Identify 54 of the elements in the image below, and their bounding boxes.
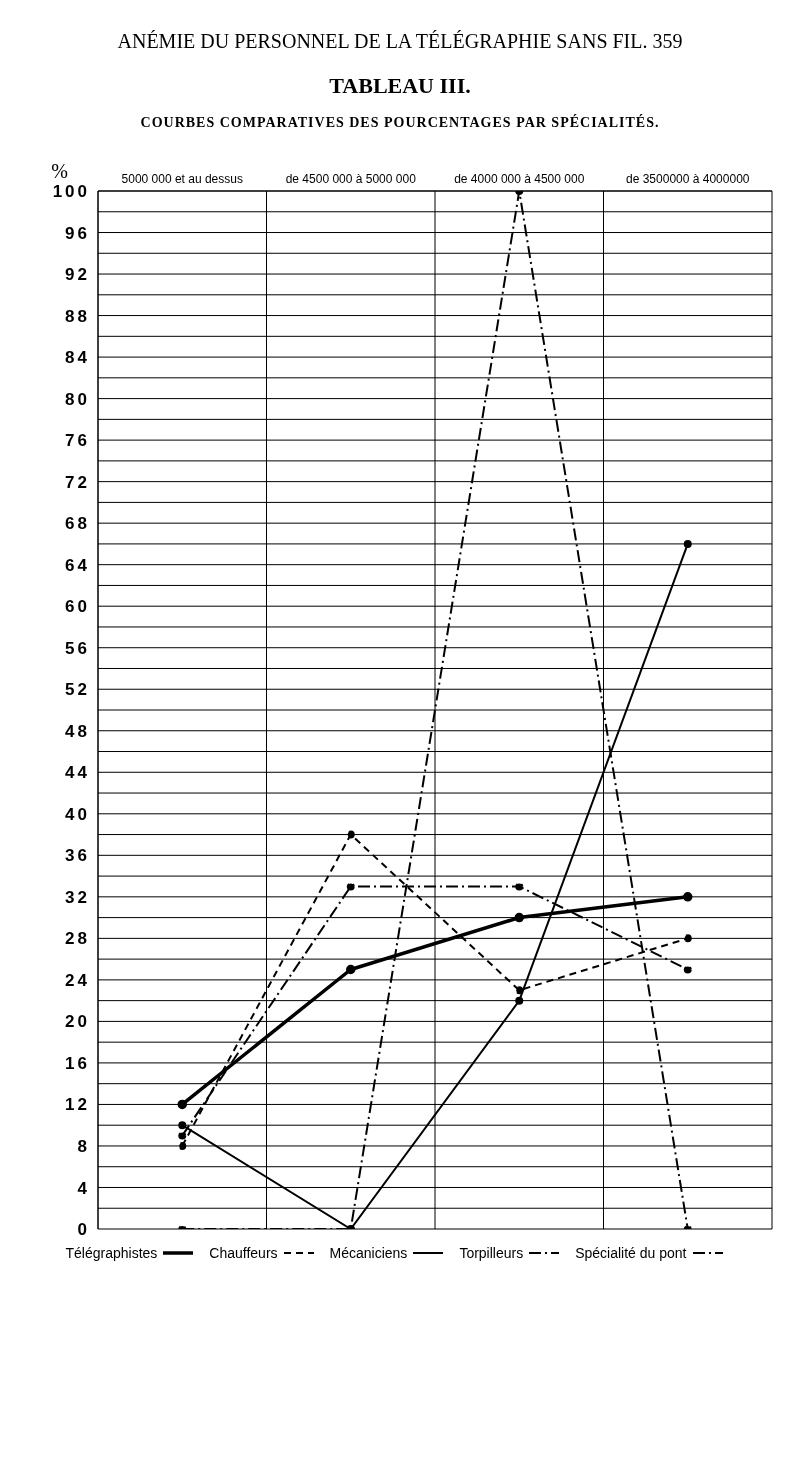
y-tick-label: 20 bbox=[65, 1012, 90, 1032]
y-axis-title: % bbox=[51, 160, 68, 183]
y-tick-label: 24 bbox=[65, 970, 90, 990]
legend-label: Télégraphistes bbox=[65, 1245, 158, 1261]
y-tick-label: 12 bbox=[65, 1095, 90, 1115]
y-tick-label: 0 bbox=[77, 1220, 90, 1240]
x-tick-label: de 4500 000 à 5000 000 bbox=[285, 172, 417, 186]
x-tick-label: de 4000 000 à 4500 000 bbox=[454, 172, 585, 186]
y-tick-label: 16 bbox=[65, 1053, 90, 1073]
y-tick-label: 64 bbox=[65, 555, 90, 575]
y-tick-label: 8 bbox=[77, 1136, 90, 1156]
y-tick-label: 60 bbox=[65, 597, 90, 617]
y-tick-label: 76 bbox=[65, 431, 90, 451]
point bbox=[683, 892, 693, 902]
point bbox=[346, 964, 356, 975]
point bbox=[178, 1141, 187, 1150]
y-tick-label: 48 bbox=[65, 721, 90, 741]
y-tick-label: 40 bbox=[65, 804, 90, 824]
chart-title: TABLEAU III. bbox=[328, 73, 472, 99]
y-tick-label: 80 bbox=[65, 389, 90, 409]
legend-label: Chauffeurs bbox=[209, 1245, 278, 1261]
chart-subtitle: COURBES COMPARATIVES DES POURCENTAGES PAR SPÉCIALITÉS. bbox=[139, 115, 661, 131]
y-tick-label: 32 bbox=[65, 887, 90, 907]
legend-label: Spécialité du pont bbox=[575, 1245, 687, 1261]
point bbox=[515, 986, 524, 995]
y-tick-label: 88 bbox=[65, 306, 90, 326]
point bbox=[346, 830, 355, 839]
point bbox=[683, 539, 692, 548]
legend-label: Mécaniciens bbox=[329, 1245, 408, 1261]
point bbox=[177, 1099, 187, 1110]
y-tick-label: 36 bbox=[65, 846, 90, 866]
y-tick-label: 72 bbox=[65, 472, 90, 492]
point bbox=[178, 1131, 187, 1140]
y-tick-label: 68 bbox=[65, 514, 90, 534]
point bbox=[683, 965, 692, 974]
point bbox=[514, 912, 524, 923]
text: ANÉMIE DU PERSONNEL DE LA TÉLÉGRAPHIE SANS FIL. 359 bbox=[116, 30, 684, 53]
point bbox=[515, 996, 524, 1005]
y-tick-label: 100 bbox=[52, 182, 90, 202]
x-tick-label: de 3500000 à 4000000 bbox=[626, 172, 750, 186]
y-tick-label: 96 bbox=[65, 223, 90, 243]
point bbox=[515, 882, 524, 891]
y-tick-label: 84 bbox=[65, 348, 90, 368]
y-tick-label: 4 bbox=[77, 1178, 90, 1198]
point bbox=[178, 1121, 187, 1130]
x-tick-label: 5000 000 et au dessus bbox=[121, 172, 243, 186]
legend-label: Torpilleurs bbox=[459, 1245, 524, 1261]
y-tick-label: 44 bbox=[65, 763, 90, 783]
y-tick-label: 28 bbox=[65, 929, 90, 949]
y-tick-label: 92 bbox=[65, 265, 90, 285]
point bbox=[346, 882, 355, 891]
y-tick-label: 52 bbox=[65, 680, 90, 700]
point bbox=[683, 934, 692, 943]
y-tick-label: 56 bbox=[65, 638, 90, 658]
